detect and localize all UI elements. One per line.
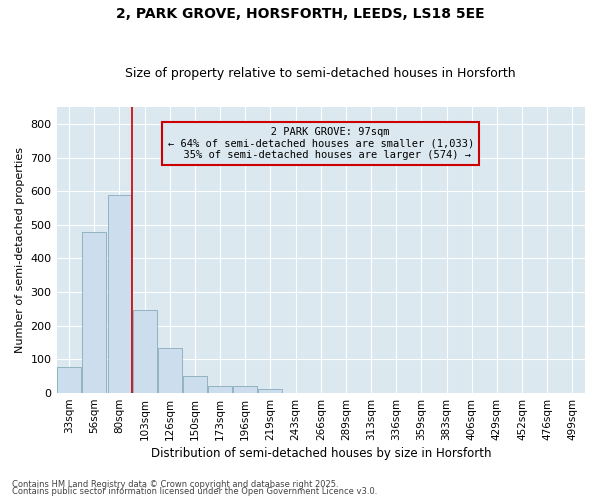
- Title: Size of property relative to semi-detached houses in Horsforth: Size of property relative to semi-detach…: [125, 66, 516, 80]
- Bar: [133, 310, 157, 393]
- Bar: [259, 388, 283, 393]
- Bar: [82, 232, 106, 393]
- Bar: [57, 367, 81, 393]
- Text: 2 PARK GROVE: 97sqm
← 64% of semi-detached houses are smaller (1,033)
  35% of s: 2 PARK GROVE: 97sqm ← 64% of semi-detach…: [167, 127, 474, 160]
- Text: Contains HM Land Registry data © Crown copyright and database right 2025.: Contains HM Land Registry data © Crown c…: [12, 480, 338, 489]
- Text: 2, PARK GROVE, HORSFORTH, LEEDS, LS18 5EE: 2, PARK GROVE, HORSFORTH, LEEDS, LS18 5E…: [116, 8, 484, 22]
- Bar: [183, 376, 207, 393]
- Text: Contains public sector information licensed under the Open Government Licence v3: Contains public sector information licen…: [12, 487, 377, 496]
- Bar: [208, 386, 232, 393]
- Bar: [233, 386, 257, 393]
- Y-axis label: Number of semi-detached properties: Number of semi-detached properties: [15, 147, 25, 353]
- Bar: [158, 348, 182, 393]
- Bar: [107, 194, 131, 393]
- X-axis label: Distribution of semi-detached houses by size in Horsforth: Distribution of semi-detached houses by …: [151, 447, 491, 460]
